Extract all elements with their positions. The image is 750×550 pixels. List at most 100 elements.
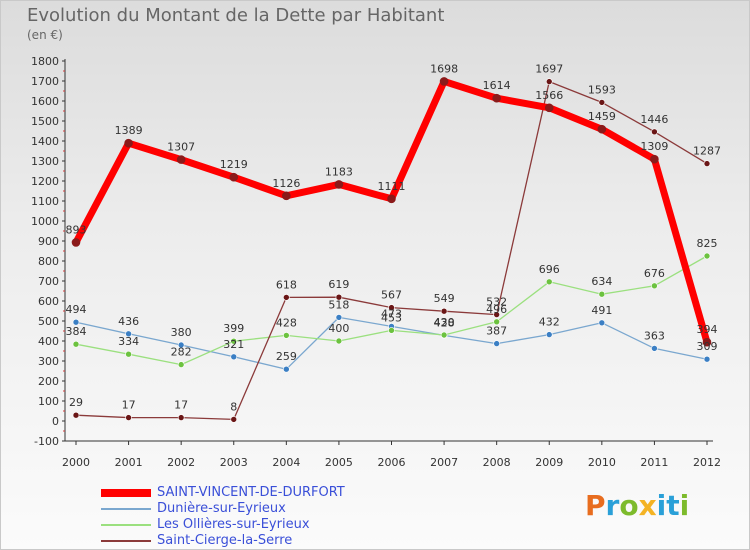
data-point [651,282,658,290]
data-label: 1459 [588,110,616,123]
data-point [597,124,607,134]
data-point [71,238,81,247]
data-label: 676 [644,267,665,280]
data-point [125,330,132,338]
data-label: 1614 [483,79,511,92]
data-point [440,331,448,339]
y-tick-label: 1600 [31,95,59,108]
data-label: 1307 [167,141,195,154]
data-point [544,103,554,113]
data-point [545,78,553,85]
data-point [440,307,448,315]
x-tick-label: 2008 [483,456,511,469]
data-point [125,350,132,358]
data-label: 387 [486,325,507,338]
data-label: 518 [328,298,349,311]
data-label: 400 [328,322,349,335]
y-tick-label: 0 [52,415,59,428]
data-point [703,252,711,260]
data-label: 436 [118,315,139,328]
data-point [125,414,132,421]
data-point [545,278,553,286]
data-point [388,304,395,311]
data-label: 473 [381,307,402,320]
y-tick-label: 1200 [31,175,59,188]
x-tick-label: 2000 [62,456,90,469]
legend-swatch [101,540,151,542]
y-tick-label: 300 [38,355,59,368]
data-point [492,93,501,103]
data-point [335,293,343,301]
data-label: 634 [591,275,612,288]
y-tick-label: 800 [38,255,59,268]
data-point [439,77,449,86]
x-tick-label: 2007 [430,456,458,469]
data-point [650,154,659,164]
data-point [335,314,343,321]
data-point [230,353,238,361]
data-point [335,337,343,345]
data-label: 1219 [220,158,248,171]
data-point [177,414,185,421]
data-label: 1389 [115,124,143,137]
data-label: 1287 [693,145,721,158]
y-tick-label: 1500 [31,115,59,128]
data-point [702,337,712,347]
data-label: 696 [539,263,560,276]
y-tick-label: 400 [38,335,59,348]
y-tick-label: -100 [34,435,59,448]
data-label: 1697 [535,63,563,76]
data-label: 893 [66,223,87,236]
x-tick-label: 2010 [588,456,616,469]
data-point [493,318,500,326]
data-point [598,99,606,106]
data-label: 430 [434,316,455,329]
data-point [598,290,606,298]
y-tick-label: 1100 [31,195,59,208]
y-tick-label: 200 [38,375,59,388]
data-point [334,180,344,189]
data-label: 1446 [640,113,668,126]
data-label: 549 [434,292,455,305]
x-tick-label: 2012 [693,456,721,469]
data-point [72,318,80,326]
legend-label: Les Ollières-sur-Eyrieux [157,517,310,532]
y-tick-label: 1400 [31,135,59,148]
data-point [177,341,185,349]
data-label: 1111 [378,180,406,193]
data-label: 1126 [272,177,300,190]
data-point [229,172,239,182]
data-point [282,191,291,201]
data-label: 17 [122,399,136,412]
y-tick-label: 700 [38,275,59,288]
x-tick-label: 2001 [115,456,143,469]
data-label: 618 [276,278,297,291]
x-tick-label: 2009 [535,456,563,469]
data-label: 399 [223,322,244,335]
data-point [124,138,133,148]
data-label: 453 [381,311,402,324]
data-label: 1593 [588,83,616,96]
data-point [283,332,290,339]
data-label: 825 [697,237,718,250]
data-label: 1566 [535,89,563,102]
data-point [283,365,290,373]
data-label: 491 [591,304,612,317]
data-label: 8 [230,400,237,413]
y-tick-label: 1000 [31,215,59,228]
chart-title: Evolution du Montant de la Dette par Hab… [27,5,445,26]
data-point [177,361,185,368]
data-label: 1698 [430,62,458,75]
legend-swatch [101,524,151,526]
data-label: 432 [539,316,560,329]
proxiti-logo: Proxiti [585,489,690,522]
data-label: 309 [697,340,718,353]
legend-swatch [101,508,151,510]
data-point [388,327,395,334]
data-point [493,340,500,347]
data-label: 496 [486,303,507,316]
data-label: 494 [66,303,87,316]
y-tick-label: 600 [38,295,59,308]
legend-label: Saint-Cierge-la-Serre [157,533,293,548]
